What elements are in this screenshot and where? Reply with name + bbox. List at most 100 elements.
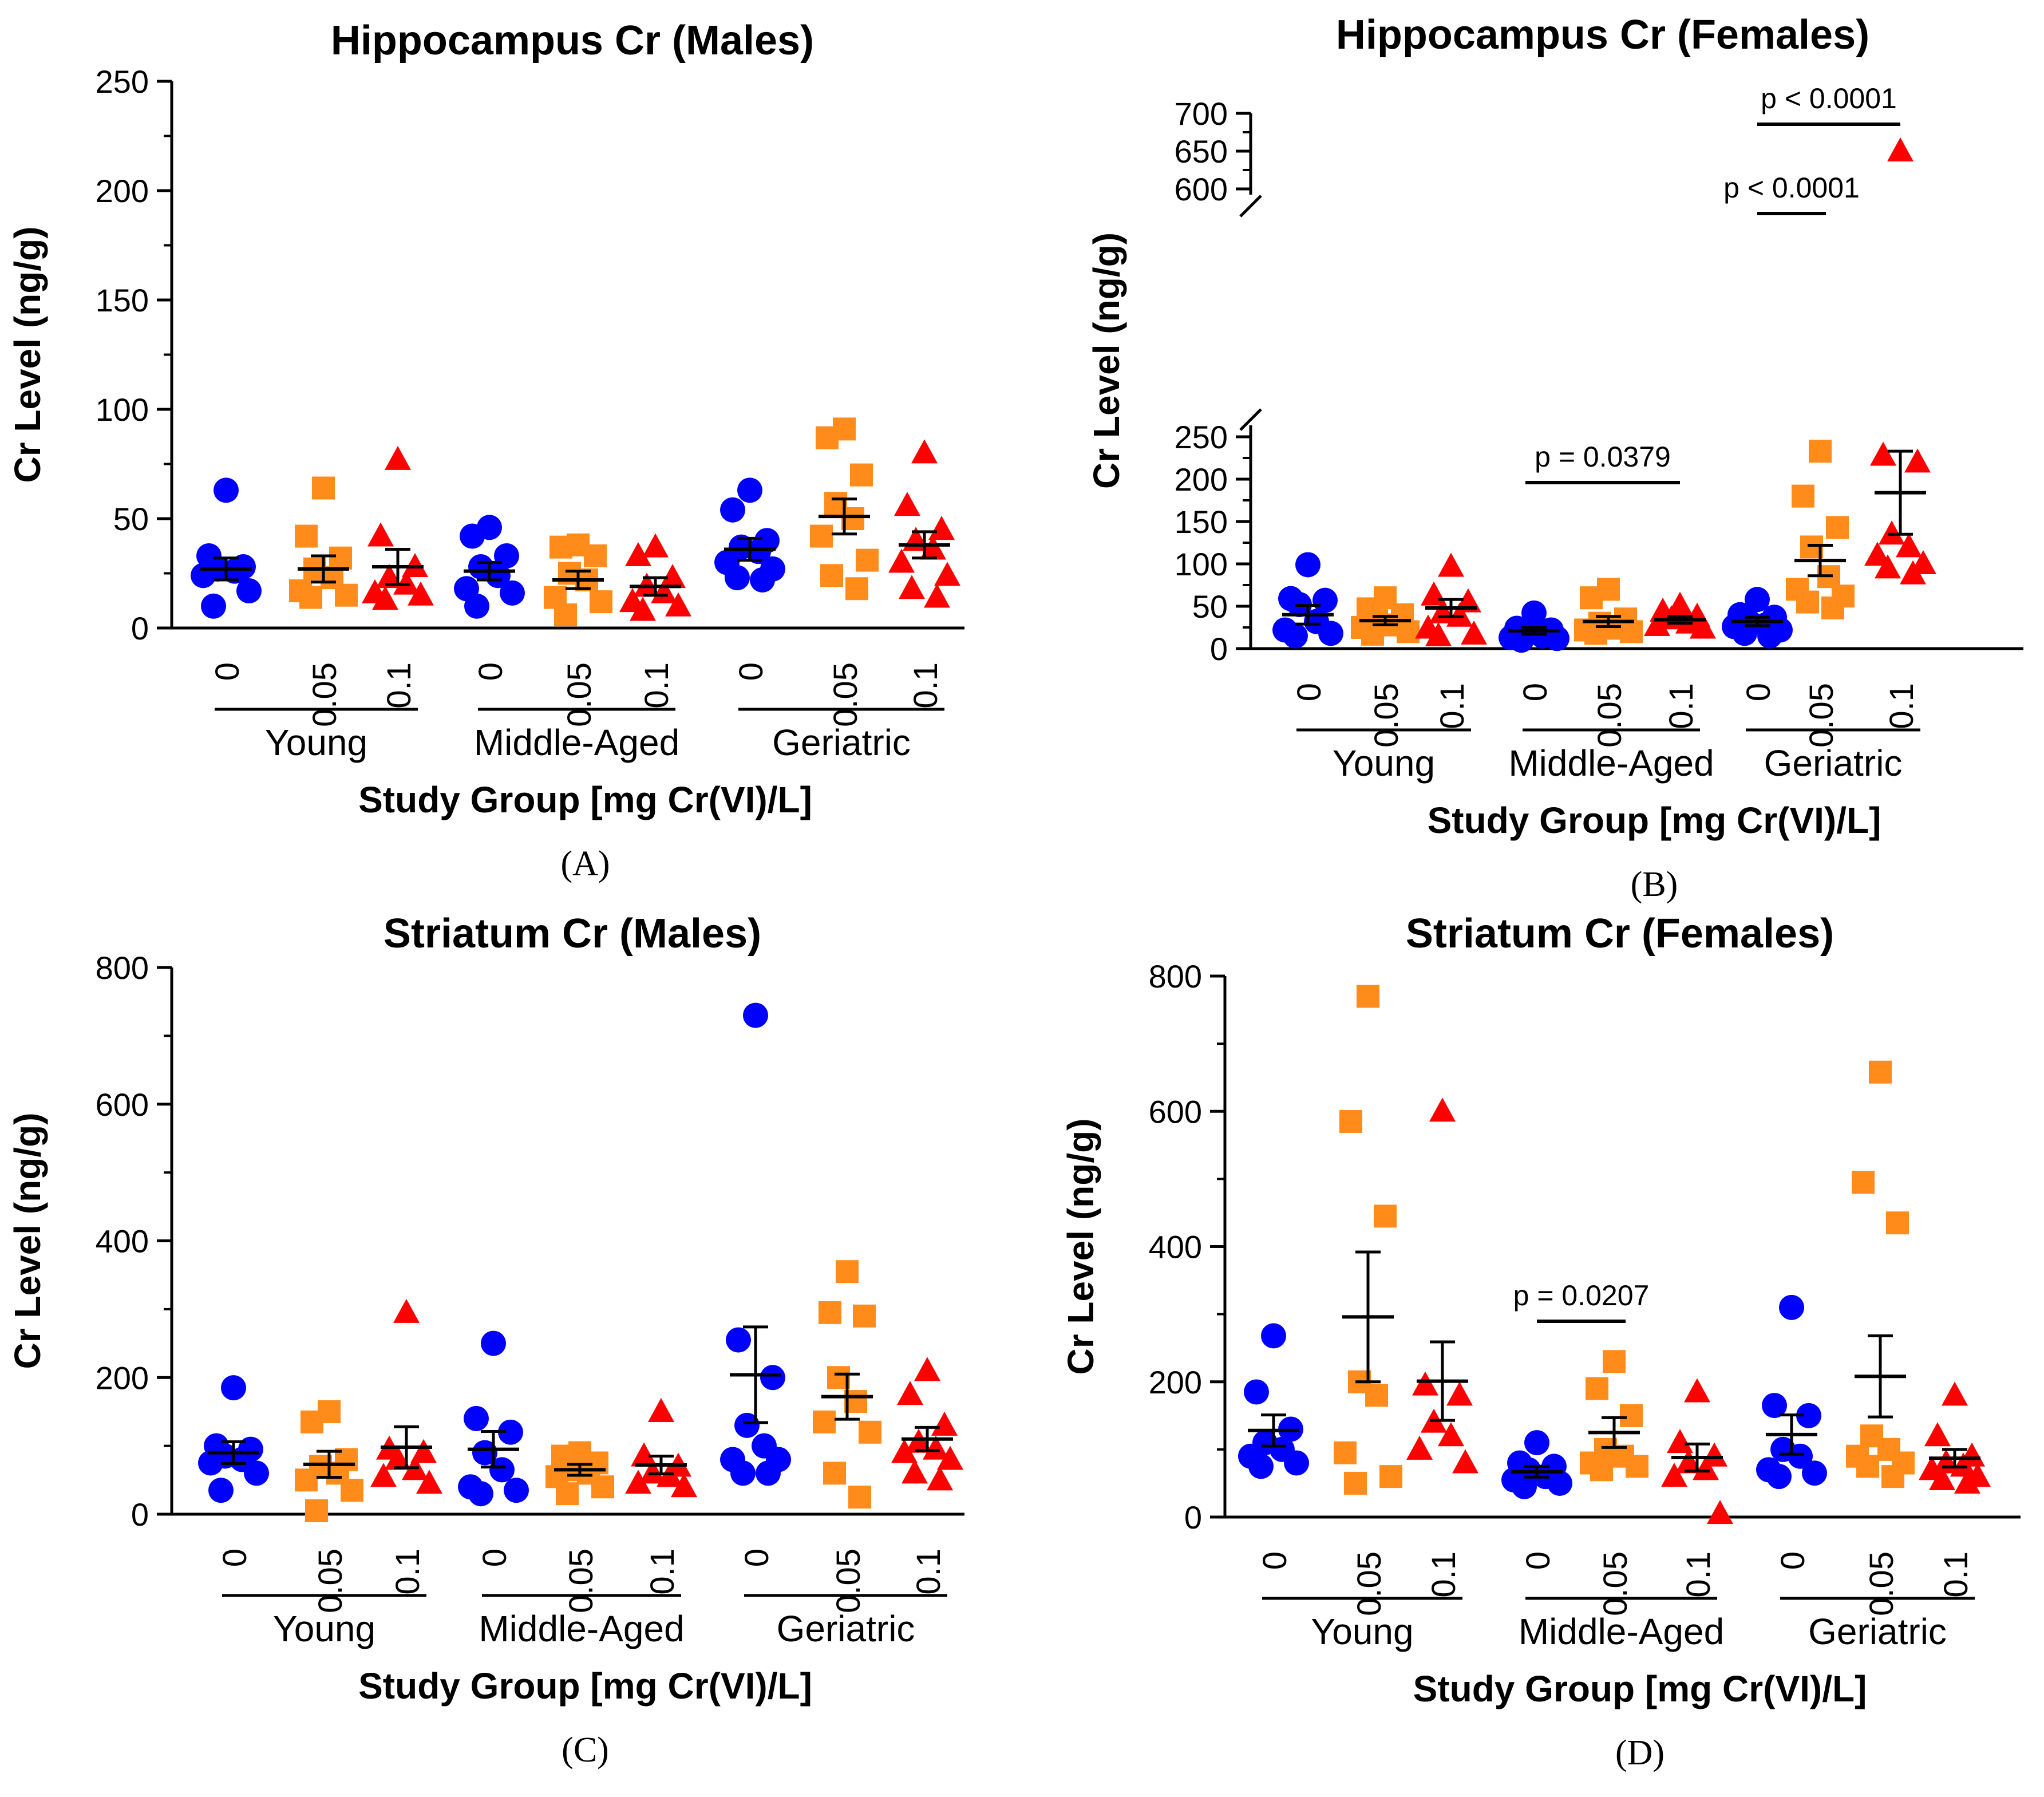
x-tick-label: 0.1 [907,662,944,709]
data-point-triangle [1667,1429,1693,1454]
y-tick-label: 200 [96,173,149,209]
x-tick-label: 0.05 [1591,683,1628,748]
series-young-0 [191,477,262,619]
x-tick-label: 0 [1520,1551,1557,1570]
data-point-circle [500,580,525,606]
data-point-triangle [1875,554,1901,579]
y-tick-label: 0 [1210,631,1228,667]
group-label: Middle-Aged [1508,743,1714,784]
data-point-square [1580,586,1603,610]
data-point-triangle [937,1446,963,1470]
data-point-square [856,548,879,572]
data-point-square [1357,985,1379,1008]
data-point-square [1796,590,1819,614]
x-tick-label: 0.05 [306,662,343,727]
x-tick-label: 0.1 [1680,1551,1717,1598]
series-young-0.05 [1351,586,1420,646]
data-point-circle [236,578,262,604]
data-point-circle [1318,621,1343,646]
y-axis-label: Cr Level (ng/g) [7,226,48,483]
x-tick-label: 0.1 [1883,683,1920,729]
x-tick-label: 0 [1517,683,1554,701]
data-point-triangle [1904,448,1931,473]
chart-title: Striatum Cr (Females) [1406,911,1834,957]
data-point-circle [468,1481,493,1507]
y-tick-label: 200 [1175,461,1228,497]
x-tick-label: 0 [1774,1551,1812,1570]
group-label: Middle-Aged [479,1608,684,1649]
series-geriatric-0.1 [888,439,960,608]
data-point-triangle [1412,1371,1438,1396]
x-tick-label: 0.1 [910,1549,947,1595]
series-young-0.1 [370,1298,442,1494]
data-point-square [329,546,352,570]
group-label: Young [265,722,367,763]
data-point-square [823,1462,846,1485]
data-point-triangle [639,1459,666,1484]
series-middle-aged-0.1 [1661,1378,1733,1525]
data-point-square [1374,1204,1397,1228]
data-point-square [819,1301,841,1324]
data-point-square [848,1486,871,1509]
data-point-circle [191,563,216,589]
data-point-circle [464,593,489,619]
p-value-label: p = 0.0207 [1513,1279,1650,1312]
chart-title: Hippocampus Cr (Females) [1336,12,1869,58]
data-point-triangle [1924,1422,1951,1447]
data-point-triangle [1707,1500,1733,1525]
data-point-circle [1248,1454,1274,1479]
data-point-square [1339,1109,1362,1133]
data-point-square [295,1468,318,1492]
series-middle-aged-0.05 [545,1441,614,1506]
series-young-0 [1272,552,1343,649]
series-geriatric-0 [714,477,785,593]
data-point-triangle [1429,1097,1456,1122]
data-point-circle [1796,1403,1821,1428]
data-point-triangle [385,445,411,470]
group-label: Young [1333,743,1435,784]
data-point-circle [1295,552,1321,578]
y-tick-label: 600 [1175,171,1228,207]
data-point-triangle [367,522,394,547]
data-point-square [1603,1350,1626,1373]
data-point-circle [481,1330,506,1356]
y-axis-label: Cr Level (ng/g) [1060,1118,1101,1375]
y-tick-label: 250 [1175,419,1228,455]
x-tick-label: 0.1 [389,1549,426,1595]
data-point-triangle [927,1466,953,1491]
panel-c: Striatum Cr (Males) 0 200 400 600 800 Cr Level… [7,911,964,1770]
axis-break-mark [1239,408,1262,431]
data-point-square [584,544,607,567]
data-point-circle [1524,1430,1549,1456]
series-middle-aged-0.1 [625,1397,697,1498]
y-tick-label: 600 [1149,1093,1202,1129]
data-point-circle [1757,623,1782,649]
panel-label: (C) [562,1731,609,1770]
panel-label: (D) [1615,1733,1665,1772]
series-young-0 [1238,1323,1309,1479]
data-point-triangle [648,1397,674,1422]
x-tick-label: 0.05 [1597,1551,1634,1616]
y-tick-label: 400 [1149,1229,1202,1265]
panel-b: Hippocampus Cr (Females) 0 50 100 150 200 250 6… [1086,12,2023,904]
x-tick-label: 0.1 [1938,1551,1975,1598]
data-point-triangle [1684,1378,1710,1403]
data-point-triangle [393,570,420,595]
x-tick-label: 0.1 [638,662,675,709]
data-point-square [312,476,335,500]
series-geriatric-0 [720,1002,791,1486]
data-point-square [845,577,868,601]
series-middle-aged-0.05 [544,533,612,627]
series-young-0 [198,1375,269,1503]
data-point-triangle [408,581,434,606]
group-label: Geriatric [1808,1611,1947,1652]
series-middle-aged-0.1 [1644,591,1716,639]
data-point-square [1365,1384,1388,1407]
y-tick-label: 0 [131,1496,149,1533]
data-point-triangle [659,564,686,589]
data-point-triangle [888,548,915,573]
data-point-triangle [1870,441,1896,466]
data-point-triangle [1693,1456,1719,1480]
data-point-circle [737,477,762,503]
y-tick-label: 100 [1175,546,1228,582]
